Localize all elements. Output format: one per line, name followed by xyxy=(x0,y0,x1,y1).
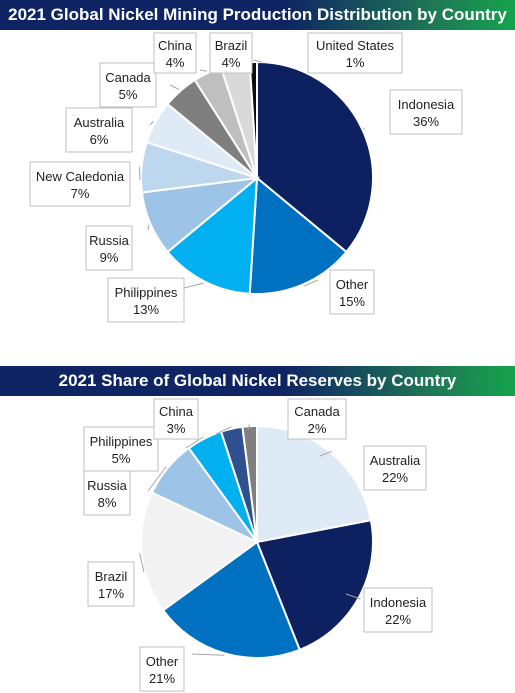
slice-category-label: China xyxy=(159,404,194,419)
slice-value-label: 9% xyxy=(100,250,119,265)
slice-value-label: 4% xyxy=(222,55,241,70)
slice-value-label: 8% xyxy=(98,495,117,510)
leader-line xyxy=(345,593,361,600)
data-label-indonesia: Indonesia 36% xyxy=(389,89,463,135)
leader-line xyxy=(169,84,180,90)
slice-value-label: 5% xyxy=(119,87,138,102)
label-box xyxy=(99,62,157,108)
leader-line xyxy=(185,436,204,449)
label-box xyxy=(139,646,185,692)
slice-category-label: New Caledonia xyxy=(36,169,125,184)
label-box xyxy=(363,445,427,491)
data-label-other: Other 15% xyxy=(329,269,375,315)
label-box xyxy=(363,587,433,633)
leader-line xyxy=(191,653,225,656)
slice-category-label: Indonesia xyxy=(370,595,427,610)
leader-line xyxy=(247,424,251,431)
leader-line xyxy=(149,120,154,126)
slice-category-label: Philippines xyxy=(90,434,153,449)
slice-value-label: 13% xyxy=(133,302,159,317)
pie-slice-other xyxy=(248,175,348,295)
data-label-australia: Australia 22% xyxy=(363,445,427,491)
data-label-canada: Canada 2% xyxy=(287,398,347,440)
label-box xyxy=(329,269,375,315)
slice-category-label: Brazil xyxy=(215,38,248,53)
slice-value-label: 17% xyxy=(98,586,124,601)
pie-slice-canada xyxy=(241,424,258,543)
label-box xyxy=(29,161,131,207)
leader-line xyxy=(147,466,167,492)
data-label-china: China 3% xyxy=(153,398,199,440)
leader-line xyxy=(303,279,319,287)
slice-value-label: 6% xyxy=(90,132,109,147)
data-label-other: Other 21% xyxy=(139,646,185,692)
data-label-brazil: Brazil 17% xyxy=(87,561,135,607)
leader-line xyxy=(215,426,232,435)
slice-category-label: Brazil xyxy=(95,569,128,584)
chart-title-reserves: 2021 Share of Global Nickel Reserves by … xyxy=(0,366,515,396)
slice-value-label: 22% xyxy=(382,470,408,485)
slice-category-label: Russia xyxy=(87,478,128,493)
label-box xyxy=(307,32,403,74)
leader-line xyxy=(139,552,145,573)
slice-value-label: 2% xyxy=(308,421,327,436)
leader-line xyxy=(253,59,263,63)
chart-title-production: 2021 Global Nickel Mining Production Dis… xyxy=(0,0,515,30)
pie-chart-production: Indonesia 36% Other 15% Philippines 13% Russia… xyxy=(29,32,463,323)
label-box xyxy=(65,107,133,153)
data-label-philippines: Philippines 5% xyxy=(83,426,159,472)
slice-value-label: 21% xyxy=(149,671,175,686)
slice-value-label: 1% xyxy=(346,55,365,70)
leader-line xyxy=(147,224,150,231)
data-label-russia: Russia 8% xyxy=(83,470,131,516)
slice-category-label: Russia xyxy=(89,233,130,248)
data-label-united-states: United States 1% xyxy=(307,32,403,74)
label-box xyxy=(209,32,253,74)
slice-category-label: Canada xyxy=(105,70,151,85)
leader-line xyxy=(183,282,204,289)
slice-value-label: 36% xyxy=(413,114,439,129)
slice-value-label: 22% xyxy=(385,612,411,627)
data-label-russia: Russia 9% xyxy=(85,225,133,271)
label-box xyxy=(87,561,135,607)
slice-value-label: 15% xyxy=(339,294,365,309)
slice-category-label: Australia xyxy=(74,115,125,130)
data-label-australia: Australia 6% xyxy=(65,107,133,153)
slice-category-label: Other xyxy=(146,654,179,669)
pie-slice-philippines xyxy=(166,175,259,295)
slice-value-label: 5% xyxy=(112,451,131,466)
pie-slice-brazil xyxy=(140,491,259,612)
slice-category-label: Indonesia xyxy=(398,97,455,112)
slice-category-label: Other xyxy=(336,277,369,292)
label-box xyxy=(287,398,347,440)
slice-category-label: Canada xyxy=(294,404,340,419)
slice-category-label: Philippines xyxy=(115,285,178,300)
pie-slice-indonesia xyxy=(256,60,374,254)
slice-category-label: Australia xyxy=(370,453,421,468)
slice-value-label: 4% xyxy=(166,55,185,70)
label-box xyxy=(153,32,197,74)
leader-line xyxy=(319,450,333,457)
slice-value-label: 3% xyxy=(167,421,186,436)
pie-slice-australia xyxy=(256,424,373,544)
data-label-canada: Canada 5% xyxy=(99,62,157,108)
label-box xyxy=(389,89,463,135)
label-box xyxy=(153,398,199,440)
slice-value-label: 7% xyxy=(71,186,90,201)
data-label-brazil: Brazil 4% xyxy=(209,32,253,74)
label-box xyxy=(83,426,159,472)
label-box xyxy=(83,470,131,516)
data-label-new-caledonia: New Caledonia 7% xyxy=(29,161,131,207)
pie-slice-other xyxy=(161,540,301,659)
slice-category-label: China xyxy=(158,38,193,53)
data-label-indonesia: Indonesia 22% xyxy=(363,587,433,633)
data-label-philippines: Philippines 13% xyxy=(107,277,185,323)
label-box xyxy=(107,277,185,323)
data-label-china: China 4% xyxy=(153,32,197,74)
pie-chart-reserves: Australia 22% Indonesia 22% Other 21% Brazil 17… xyxy=(83,398,433,692)
leader-line xyxy=(199,69,207,72)
label-box xyxy=(85,225,133,271)
slice-category-label: United States xyxy=(316,38,395,53)
